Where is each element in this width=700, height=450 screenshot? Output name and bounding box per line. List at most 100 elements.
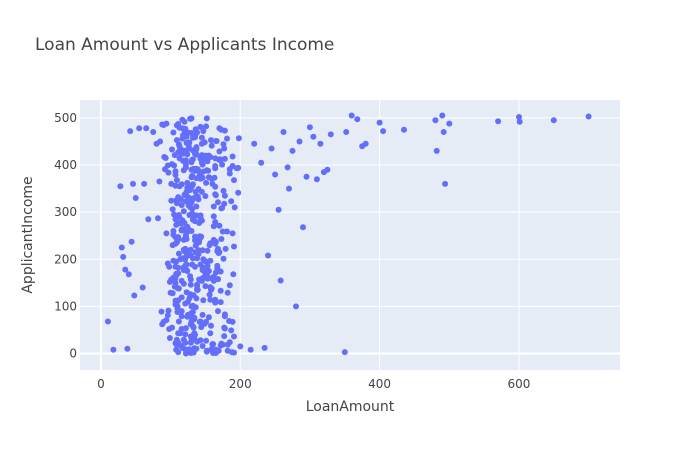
data-point — [228, 198, 235, 205]
data-point — [217, 268, 224, 275]
data-point — [176, 155, 183, 162]
data-point — [210, 213, 217, 220]
data-point — [224, 135, 230, 142]
data-point — [218, 236, 225, 242]
data-point — [182, 350, 189, 357]
data-point — [124, 345, 131, 352]
data-point — [110, 346, 117, 353]
data-point — [104, 318, 111, 325]
data-point — [178, 202, 185, 209]
data-point — [168, 197, 175, 204]
data-point — [203, 115, 210, 122]
data-point — [207, 330, 214, 337]
data-point — [169, 242, 176, 249]
data-point — [220, 255, 227, 262]
chart-title: Loan Amount vs Applicants Income — [35, 35, 334, 55]
data-point — [198, 153, 205, 160]
data-point — [221, 311, 228, 318]
data-point — [117, 183, 124, 190]
data-point — [343, 129, 350, 135]
y-tick-label: 200 — [54, 252, 77, 266]
data-point — [164, 162, 171, 169]
x-tick-label: 0 — [97, 377, 105, 391]
x-tick-label: 400 — [368, 377, 391, 391]
data-point — [208, 137, 214, 144]
data-point — [221, 127, 228, 134]
y-tick-label: 300 — [54, 205, 77, 219]
data-point — [226, 339, 233, 346]
data-point — [442, 180, 449, 187]
data-point — [178, 313, 185, 320]
data-point — [141, 180, 148, 187]
data-point — [166, 335, 173, 341]
data-point — [193, 175, 200, 182]
data-point — [203, 179, 210, 186]
data-point — [202, 193, 209, 200]
data-point — [175, 318, 182, 325]
data-point — [170, 228, 177, 234]
data-point — [118, 244, 125, 251]
data-point — [224, 289, 231, 296]
data-point — [210, 203, 217, 210]
data-point — [180, 208, 187, 215]
data-point — [495, 118, 502, 125]
data-point — [199, 343, 206, 349]
data-point — [199, 311, 206, 318]
data-point — [194, 129, 201, 136]
data-point — [158, 308, 165, 315]
data-point — [235, 189, 242, 196]
data-point — [173, 336, 180, 343]
data-point — [196, 318, 203, 325]
data-point — [197, 212, 204, 219]
y-tick-labels: 0 100 200 300 400 500 — [54, 111, 77, 361]
data-point — [175, 270, 182, 277]
data-point — [516, 118, 523, 125]
data-point — [300, 224, 306, 231]
data-point — [156, 178, 163, 185]
data-point — [277, 277, 284, 284]
data-point — [187, 204, 194, 210]
data-point — [174, 305, 181, 312]
data-point — [203, 273, 210, 280]
data-point — [163, 230, 170, 237]
data-point — [173, 221, 180, 228]
data-point — [317, 140, 324, 147]
x-tick-label: 600 — [508, 377, 531, 391]
data-point — [198, 217, 205, 224]
data-point — [145, 216, 152, 223]
data-point — [201, 139, 208, 146]
data-point — [184, 179, 191, 186]
data-point — [171, 211, 178, 218]
data-point — [218, 340, 225, 347]
data-point — [122, 266, 129, 273]
data-point — [224, 347, 231, 354]
data-point — [132, 195, 139, 201]
data-point — [313, 176, 320, 183]
data-point — [220, 187, 227, 194]
data-point — [197, 337, 204, 344]
data-point — [224, 228, 230, 235]
data-point — [169, 290, 176, 297]
data-point — [296, 138, 303, 145]
data-point — [275, 206, 282, 213]
data-point — [219, 228, 226, 235]
data-point — [265, 252, 272, 259]
data-point — [231, 177, 237, 184]
data-point — [229, 153, 236, 160]
data-point — [207, 257, 214, 264]
data-point — [170, 257, 177, 264]
data-point — [190, 324, 197, 331]
data-point — [258, 159, 265, 166]
data-point — [188, 130, 195, 136]
data-point — [179, 116, 186, 123]
data-point — [189, 261, 196, 268]
data-point — [310, 133, 317, 140]
data-point — [155, 215, 161, 222]
data-point — [585, 113, 592, 120]
data-point — [212, 346, 219, 353]
data-point — [230, 271, 237, 278]
data-point — [251, 140, 258, 147]
data-point — [221, 333, 228, 340]
